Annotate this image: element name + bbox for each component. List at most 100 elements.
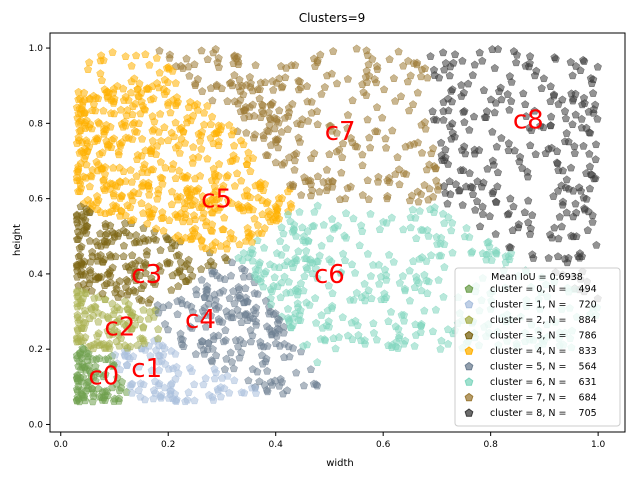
legend-item: cluster = 2, N = 884	[464, 315, 597, 326]
scatter-point	[100, 387, 109, 395]
scatter-point	[230, 141, 239, 150]
scatter-point	[404, 56, 413, 65]
scatter-point	[226, 271, 236, 280]
scatter-point	[149, 277, 158, 286]
legend-marker	[464, 408, 474, 417]
scatter-point	[281, 73, 290, 82]
scatter-point	[159, 226, 168, 235]
scatter-point	[102, 279, 111, 288]
scatter-point	[265, 113, 274, 122]
scatter-point	[259, 186, 268, 194]
scatter-point	[221, 335, 230, 344]
scatter-point	[421, 124, 430, 133]
scatter-point	[247, 229, 256, 238]
scatter-point	[128, 311, 137, 320]
scatter-point	[213, 58, 222, 66]
scatter-point	[73, 167, 82, 176]
scatter-point	[99, 127, 109, 135]
scatter-point	[396, 92, 406, 100]
scatter-point	[88, 397, 97, 406]
scatter-point	[352, 44, 361, 53]
scatter-point	[593, 114, 602, 123]
scatter-point	[155, 46, 164, 55]
scatter-point	[176, 61, 185, 70]
scatter-point	[562, 175, 571, 184]
x-tick-label: 1.0	[591, 440, 606, 450]
scatter-point	[219, 286, 228, 295]
scatter-point	[94, 317, 103, 326]
scatter-point	[260, 243, 269, 252]
scatter-point	[579, 93, 589, 102]
scatter-point	[283, 304, 293, 313]
scatter-point	[554, 166, 563, 174]
scatter-point	[112, 284, 121, 293]
scatter-point	[259, 108, 268, 117]
scatter-point	[100, 295, 109, 304]
scatter-point	[194, 314, 203, 323]
scatter-point	[187, 190, 196, 199]
scatter-point	[184, 388, 193, 396]
scatter-point	[74, 109, 83, 118]
scatter-point	[308, 222, 317, 230]
scatter-point	[473, 197, 482, 205]
scatter-point	[276, 374, 285, 383]
scatter-point	[73, 286, 82, 295]
scatter-point	[280, 113, 290, 122]
scatter-point	[279, 328, 288, 337]
scatter-point	[184, 62, 193, 71]
scatter-point	[255, 377, 264, 386]
scatter-point	[188, 307, 197, 316]
scatter-point	[465, 125, 474, 134]
scatter-point	[92, 157, 101, 166]
scatter-point	[134, 189, 143, 197]
scatter-point	[123, 304, 132, 313]
scatter-point	[292, 255, 301, 264]
scatter-point	[109, 84, 118, 93]
scatter-point	[306, 365, 315, 373]
scatter-point	[431, 305, 440, 314]
scatter-point	[76, 158, 85, 167]
scatter-point	[110, 325, 119, 334]
scatter-point	[203, 101, 212, 110]
scatter-point	[522, 112, 531, 120]
scatter-point	[291, 285, 300, 294]
scatter-point	[415, 254, 424, 263]
scatter-point	[254, 193, 263, 202]
scatter-point	[101, 209, 110, 217]
scatter-point	[566, 57, 575, 66]
scatter-point	[410, 341, 419, 350]
scatter-point	[139, 280, 148, 289]
scatter-point	[235, 353, 244, 362]
cluster-label-c8: c8	[513, 106, 544, 136]
scatter-point	[451, 180, 460, 188]
scatter-point	[255, 94, 264, 103]
scatter-point	[283, 210, 293, 219]
scatter-point	[346, 133, 355, 142]
scatter-point	[246, 325, 255, 334]
scatter-point	[399, 316, 409, 325]
scatter-point	[357, 221, 366, 230]
scatter-point	[468, 70, 477, 79]
scatter-point	[154, 324, 163, 333]
scatter-point	[171, 349, 180, 358]
scatter-point	[76, 301, 85, 310]
scatter-point	[493, 168, 502, 177]
scatter-point	[248, 100, 257, 109]
scatter-point	[579, 141, 588, 150]
scatter-point	[139, 380, 148, 389]
scatter-point	[157, 136, 166, 145]
legend-label: cluster = 0, N = 494	[490, 284, 597, 295]
scatter-point	[270, 124, 279, 133]
scatter-point	[264, 309, 274, 318]
cluster-label-c5: c5	[201, 185, 232, 215]
scatter-point	[375, 279, 384, 288]
scatter-point	[530, 106, 539, 115]
scatter-point	[325, 150, 334, 158]
scatter-point	[415, 206, 424, 215]
scatter-point	[291, 60, 300, 69]
scatter-point	[98, 395, 107, 404]
scatter-point	[575, 253, 584, 262]
scatter-point	[539, 123, 548, 132]
scatter-point	[422, 256, 431, 265]
scatter-point	[201, 374, 210, 382]
